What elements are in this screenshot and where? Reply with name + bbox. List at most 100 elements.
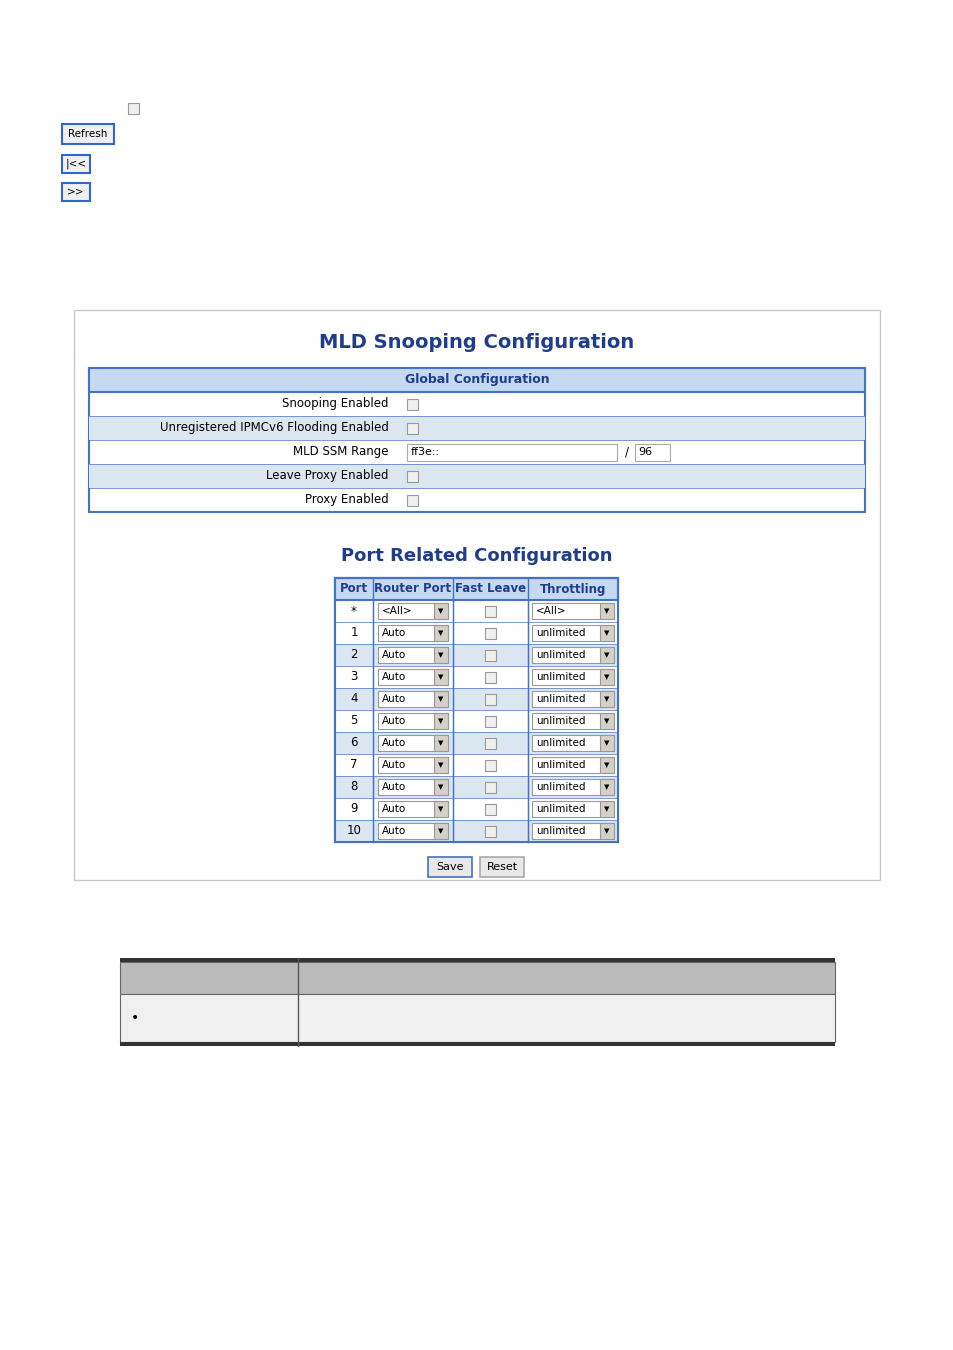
Text: 9: 9: [350, 802, 357, 815]
Bar: [484, 803, 496, 814]
Bar: [335, 710, 618, 732]
Bar: [599, 647, 614, 663]
Bar: [434, 824, 448, 838]
Bar: [484, 760, 496, 771]
Text: |<<: |<<: [66, 159, 87, 169]
Bar: [377, 603, 448, 620]
Bar: [484, 825, 496, 837]
Bar: [428, 857, 472, 878]
Bar: [377, 713, 448, 729]
Text: unlimited: unlimited: [536, 826, 585, 836]
Text: Reset: Reset: [486, 863, 517, 872]
Bar: [532, 647, 614, 663]
Text: Auto: Auto: [381, 672, 406, 682]
Bar: [335, 798, 618, 819]
Text: ▼: ▼: [437, 718, 443, 724]
Text: 1: 1: [350, 626, 357, 640]
Text: ▼: ▼: [603, 652, 609, 657]
Bar: [335, 578, 618, 842]
Bar: [120, 1042, 834, 1046]
Text: 6: 6: [350, 737, 357, 749]
Text: Leave Proxy Enabled: Leave Proxy Enabled: [266, 470, 389, 482]
Bar: [62, 155, 90, 173]
Text: unlimited: unlimited: [536, 694, 585, 703]
Bar: [484, 628, 496, 639]
Text: /: /: [624, 446, 628, 459]
Bar: [335, 819, 618, 842]
Text: >>: >>: [67, 188, 85, 197]
Bar: [335, 732, 618, 755]
Bar: [377, 757, 448, 774]
Bar: [74, 310, 879, 880]
Text: <All>: <All>: [536, 606, 566, 616]
Bar: [532, 691, 614, 707]
Bar: [434, 625, 448, 641]
Text: unlimited: unlimited: [536, 805, 585, 814]
Text: Auto: Auto: [381, 628, 406, 639]
Bar: [377, 734, 448, 751]
Text: •: •: [131, 1011, 139, 1025]
Text: ▼: ▼: [437, 652, 443, 657]
Text: ▼: ▼: [603, 718, 609, 724]
Text: 2: 2: [350, 648, 357, 662]
Bar: [377, 670, 448, 684]
Text: ▼: ▼: [603, 697, 609, 702]
Text: ▼: ▼: [603, 630, 609, 636]
Text: MLD SSM Range: MLD SSM Range: [294, 446, 389, 459]
Text: ▼: ▼: [437, 761, 443, 768]
Bar: [484, 606, 496, 617]
Text: 3: 3: [350, 671, 357, 683]
Bar: [599, 734, 614, 751]
Bar: [484, 649, 496, 660]
Text: ▼: ▼: [437, 740, 443, 747]
Bar: [480, 857, 524, 878]
Bar: [335, 755, 618, 776]
Text: ▼: ▼: [437, 630, 443, 636]
Bar: [89, 369, 864, 391]
Text: Snooping Enabled: Snooping Enabled: [282, 397, 389, 410]
Text: Auto: Auto: [381, 782, 406, 792]
Bar: [532, 734, 614, 751]
Bar: [434, 713, 448, 729]
Bar: [599, 757, 614, 774]
Text: ▼: ▼: [437, 784, 443, 790]
Text: 96: 96: [638, 447, 652, 458]
Bar: [532, 603, 614, 620]
Text: <All>: <All>: [381, 606, 413, 616]
Bar: [335, 644, 618, 666]
Bar: [599, 779, 614, 795]
Bar: [532, 713, 614, 729]
Text: unlimited: unlimited: [536, 672, 585, 682]
Bar: [120, 958, 834, 963]
Bar: [377, 779, 448, 795]
Bar: [484, 737, 496, 748]
Bar: [120, 994, 834, 1042]
Text: unlimited: unlimited: [536, 738, 585, 748]
Text: ▼: ▼: [603, 608, 609, 614]
Bar: [532, 801, 614, 817]
Bar: [128, 103, 139, 113]
Bar: [599, 603, 614, 620]
Text: unlimited: unlimited: [536, 628, 585, 639]
Text: Port Related Configuration: Port Related Configuration: [341, 547, 612, 566]
Text: ▼: ▼: [603, 674, 609, 680]
Bar: [599, 801, 614, 817]
Text: 7: 7: [350, 759, 357, 771]
Bar: [377, 625, 448, 641]
Bar: [532, 670, 614, 684]
Text: Auto: Auto: [381, 738, 406, 748]
Text: ▼: ▼: [437, 828, 443, 834]
Bar: [62, 124, 113, 144]
Text: ▼: ▼: [603, 784, 609, 790]
Text: Auto: Auto: [381, 694, 406, 703]
Bar: [377, 691, 448, 707]
Text: Save: Save: [436, 863, 464, 872]
Text: ▼: ▼: [437, 806, 443, 811]
Bar: [335, 666, 618, 688]
Bar: [599, 824, 614, 838]
Text: Auto: Auto: [381, 826, 406, 836]
Text: MLD Snooping Configuration: MLD Snooping Configuration: [319, 332, 634, 351]
Text: ▼: ▼: [603, 761, 609, 768]
Bar: [484, 694, 496, 705]
Bar: [89, 464, 864, 487]
